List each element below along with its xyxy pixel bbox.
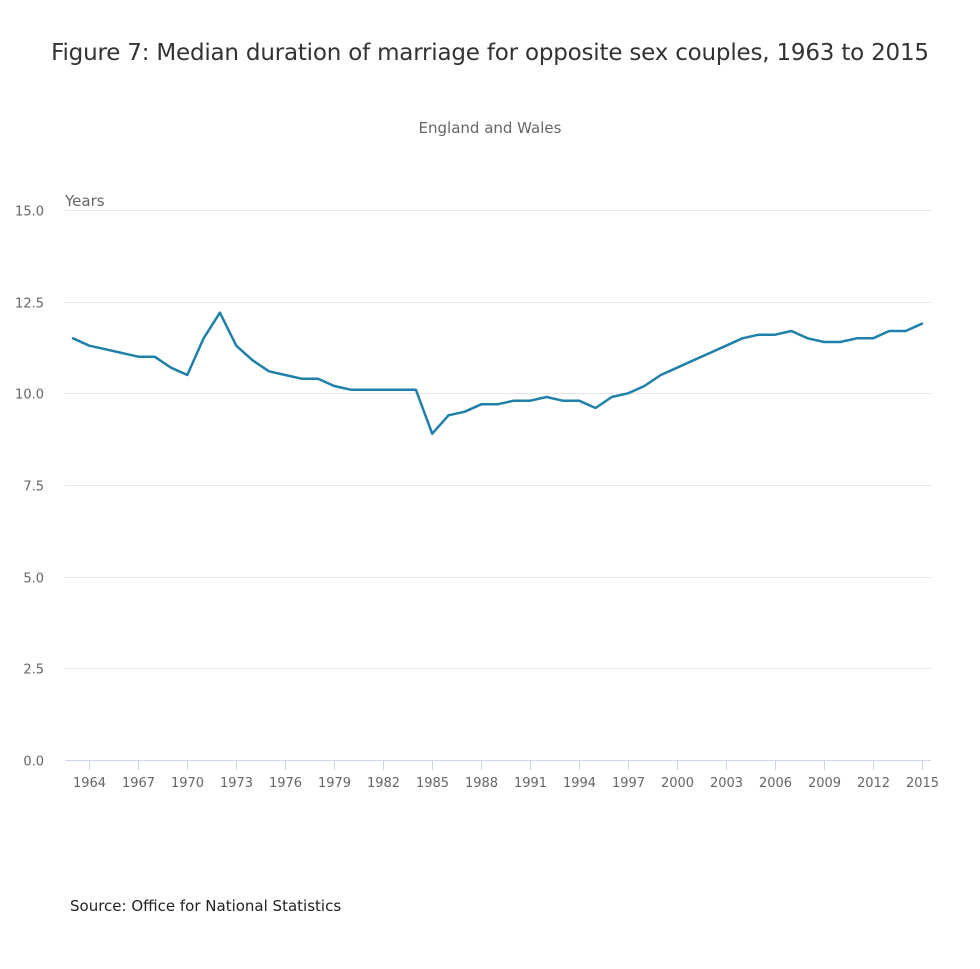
chart-subtitle: England and Wales <box>418 119 562 137</box>
data-point[interactable] <box>265 367 273 375</box>
data-point[interactable] <box>869 334 877 342</box>
data-point[interactable] <box>787 327 795 335</box>
y-axis: Years 0.0 2.5 5.0 7.5 10.0 12.5 15.0 <box>15 192 105 770</box>
data-point[interactable] <box>428 430 436 438</box>
x-tick-label: 1976 <box>269 776 302 791</box>
data-point[interactable] <box>494 400 502 408</box>
x-tick-label: 2006 <box>759 776 792 791</box>
data-point[interactable] <box>167 364 175 372</box>
data-point[interactable] <box>232 342 240 350</box>
y-tick-label: 10.0 <box>15 388 44 403</box>
data-point[interactable] <box>85 342 93 350</box>
data-point[interactable] <box>118 349 126 357</box>
x-tick-label: 2003 <box>710 776 743 791</box>
data-point[interactable] <box>249 356 257 364</box>
x-tick-label: 1979 <box>318 776 351 791</box>
y-tick-label: 0.0 <box>23 755 44 770</box>
y-tick-label: 7.5 <box>23 480 44 495</box>
data-point[interactable] <box>771 331 779 339</box>
x-tick-label: 2015 <box>906 776 939 791</box>
source-note: Source: Office for National Statistics <box>70 897 342 915</box>
data-point[interactable] <box>755 331 763 339</box>
x-tick-label: 1994 <box>563 776 596 791</box>
data-point[interactable] <box>347 386 355 394</box>
data-point[interactable] <box>689 356 697 364</box>
data-point[interactable] <box>396 386 404 394</box>
data-point[interactable] <box>592 404 600 412</box>
x-tick-label: 2009 <box>808 776 841 791</box>
x-tick-label: 1973 <box>220 776 253 791</box>
data-point[interactable] <box>445 411 453 419</box>
chart-title: Figure 7: Median duration of marriage fo… <box>51 40 929 66</box>
data-point[interactable] <box>461 408 469 416</box>
data-point[interactable] <box>379 386 387 394</box>
data-point[interactable] <box>608 393 616 401</box>
data-point[interactable] <box>69 334 77 342</box>
data-point[interactable] <box>314 375 322 383</box>
data-point[interactable] <box>559 397 567 405</box>
data-point[interactable] <box>216 309 224 317</box>
series-line <box>71 311 924 435</box>
data-point[interactable] <box>281 371 289 379</box>
data-point[interactable] <box>804 334 812 342</box>
data-point[interactable] <box>363 386 371 394</box>
data-point[interactable] <box>510 397 518 405</box>
x-tick-label: 1964 <box>73 776 106 791</box>
data-point[interactable] <box>298 375 306 383</box>
series-layer <box>69 309 926 438</box>
y-tick-label: 15.0 <box>15 205 44 220</box>
data-point[interactable] <box>134 353 142 361</box>
data-point[interactable] <box>885 327 893 335</box>
data-point[interactable] <box>657 371 665 379</box>
data-point[interactable] <box>722 342 730 350</box>
data-point[interactable] <box>200 334 208 342</box>
data-point[interactable] <box>330 382 338 390</box>
x-tick-label: 1985 <box>416 776 449 791</box>
data-point[interactable] <box>902 327 910 335</box>
x-tick-label: 1967 <box>122 776 155 791</box>
data-point[interactable] <box>412 386 420 394</box>
data-point[interactable] <box>543 393 551 401</box>
data-point[interactable] <box>706 349 714 357</box>
data-point[interactable] <box>738 334 746 342</box>
y-tick-label: 5.0 <box>23 572 44 587</box>
data-point[interactable] <box>183 371 191 379</box>
x-tick-label: 1970 <box>171 776 204 791</box>
data-point[interactable] <box>477 400 485 408</box>
data-point[interactable] <box>575 397 583 405</box>
x-tick-label: 1991 <box>514 776 547 791</box>
y-tick-label: 2.5 <box>23 663 44 678</box>
data-point[interactable] <box>151 353 159 361</box>
x-tick-label: 2012 <box>857 776 890 791</box>
data-point[interactable] <box>853 334 861 342</box>
gridlines <box>65 210 931 669</box>
data-point[interactable] <box>526 397 534 405</box>
data-point[interactable] <box>624 389 632 397</box>
y-axis-title: Years <box>64 192 105 210</box>
data-point[interactable] <box>640 382 648 390</box>
data-point[interactable] <box>820 338 828 346</box>
x-axis: 1964 1967 1970 1973 1976 1979 1982 1985 1988 1991… <box>65 760 939 791</box>
x-tick-label: 2000 <box>661 776 694 791</box>
data-point[interactable] <box>102 345 110 353</box>
x-tick-label: 1982 <box>367 776 400 791</box>
data-point[interactable] <box>918 320 926 328</box>
data-point[interactable] <box>673 364 681 372</box>
x-tick-label: 1988 <box>465 776 498 791</box>
data-point[interactable] <box>836 338 844 346</box>
x-tick-label: 1997 <box>612 776 645 791</box>
y-tick-label: 12.5 <box>15 297 44 312</box>
